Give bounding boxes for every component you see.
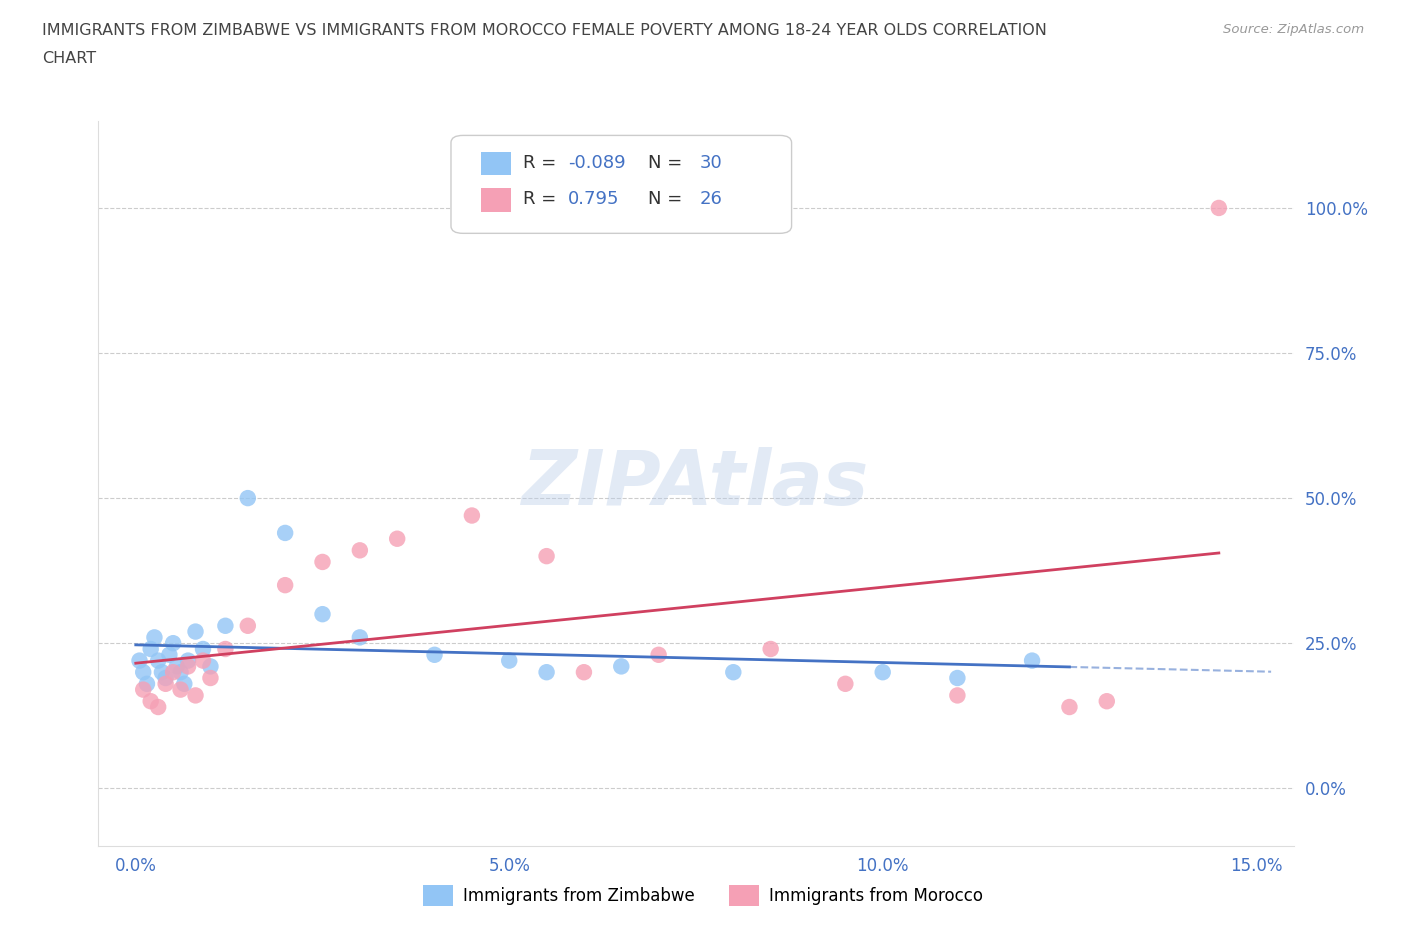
Text: 0.795: 0.795 [568, 191, 620, 208]
Text: R =: R = [523, 191, 561, 208]
Point [423, 647, 446, 662]
Point [572, 665, 595, 680]
Point [162, 636, 184, 651]
Point [610, 659, 633, 674]
Point [536, 549, 558, 564]
Point [214, 618, 236, 633]
Point [139, 694, 162, 709]
Point [1208, 201, 1230, 216]
Point [274, 578, 297, 592]
Point [647, 647, 669, 662]
Point [200, 659, 222, 674]
Point [177, 653, 200, 668]
Text: IMMIGRANTS FROM ZIMBABWE VS IMMIGRANTS FROM MOROCCO FEMALE POVERTY AMONG 18-24 Y: IMMIGRANTS FROM ZIMBABWE VS IMMIGRANTS F… [42, 23, 1047, 38]
Point [1059, 699, 1081, 714]
Text: N =: N = [648, 191, 688, 208]
Point [128, 653, 150, 668]
Point [191, 642, 214, 657]
Point [136, 676, 159, 691]
Point [946, 688, 969, 703]
Point [155, 671, 177, 685]
Point [236, 618, 259, 633]
Point [169, 665, 191, 680]
Legend: Immigrants from Zimbabwe, Immigrants from Morocco: Immigrants from Zimbabwe, Immigrants fro… [416, 879, 990, 912]
Point [148, 699, 170, 714]
Text: N =: N = [648, 154, 688, 172]
Point [143, 630, 166, 644]
Text: 26: 26 [700, 191, 723, 208]
Point [177, 659, 200, 674]
Point [184, 688, 207, 703]
Point [536, 665, 558, 680]
Point [173, 676, 195, 691]
Point [946, 671, 969, 685]
Point [311, 606, 333, 621]
Point [155, 676, 177, 691]
Point [274, 525, 297, 540]
Point [191, 653, 214, 668]
Point [132, 665, 155, 680]
Point [184, 624, 207, 639]
Point [349, 630, 371, 644]
Text: Source: ZipAtlas.com: Source: ZipAtlas.com [1223, 23, 1364, 36]
Point [150, 665, 173, 680]
Point [1095, 694, 1118, 709]
FancyBboxPatch shape [481, 153, 510, 176]
Point [461, 508, 484, 523]
Point [132, 683, 155, 698]
Point [834, 676, 856, 691]
Text: R =: R = [523, 154, 561, 172]
Point [148, 653, 170, 668]
Point [1021, 653, 1043, 668]
Point [498, 653, 520, 668]
Point [385, 531, 409, 546]
Text: 30: 30 [700, 154, 723, 172]
Point [759, 642, 782, 657]
Point [169, 683, 191, 698]
Point [872, 665, 894, 680]
FancyBboxPatch shape [481, 189, 510, 212]
Point [200, 671, 222, 685]
Text: ZIPAtlas: ZIPAtlas [522, 446, 870, 521]
Point [236, 491, 259, 506]
FancyBboxPatch shape [451, 136, 792, 233]
Point [139, 642, 162, 657]
Point [166, 659, 188, 674]
Point [311, 554, 333, 569]
Point [349, 543, 371, 558]
Text: CHART: CHART [42, 51, 96, 66]
Point [157, 647, 180, 662]
Point [214, 642, 236, 657]
Text: -0.089: -0.089 [568, 154, 626, 172]
Point [162, 665, 184, 680]
Point [723, 665, 745, 680]
